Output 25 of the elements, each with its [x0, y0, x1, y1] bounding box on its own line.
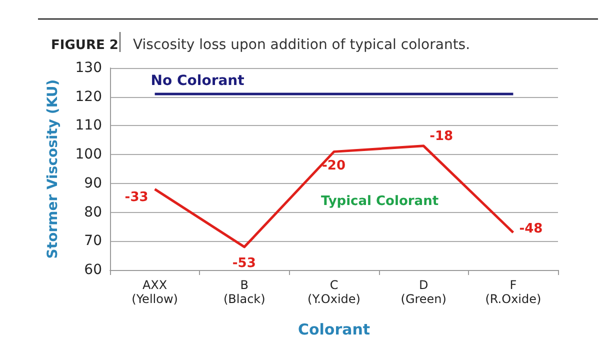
- x-tick-label: AXX (Yellow): [132, 278, 178, 306]
- annotation: -18: [430, 128, 454, 144]
- y-axis-title: Stormer Viscosity (KU): [45, 79, 61, 259]
- y-tick-label: 90: [84, 175, 102, 192]
- y-tick-label: 80: [84, 204, 102, 220]
- annotation: -53: [232, 256, 256, 271]
- y-tick-label: 70: [84, 233, 102, 250]
- series-label: Typical Colorant: [321, 194, 439, 209]
- chart-title: FIGURE 2: [51, 38, 118, 53]
- x-tick-label: B (Black): [223, 278, 266, 306]
- y-tick-label: 130: [75, 60, 102, 76]
- x-axis-title: Colorant: [298, 320, 370, 338]
- x-tick-label: C (Y.Oxide): [308, 278, 360, 306]
- chart-subtitle: Viscosity loss upon addition of typical colorants.: [133, 37, 470, 53]
- y-tick-label: 110: [75, 118, 102, 134]
- y-tick-label: 60: [84, 262, 102, 278]
- line-series: [154, 144, 514, 248]
- y-tick-label: 100: [75, 146, 102, 163]
- y-tick-label: 120: [75, 88, 102, 105]
- x-tick-label: F (R.Oxide): [485, 278, 542, 306]
- annotation: -33: [124, 190, 148, 206]
- annotation: -48: [519, 221, 543, 236]
- series-label: No Colorant: [150, 72, 245, 89]
- x-tick-label: D (Green): [400, 278, 446, 306]
- annotation: -20: [322, 158, 346, 174]
